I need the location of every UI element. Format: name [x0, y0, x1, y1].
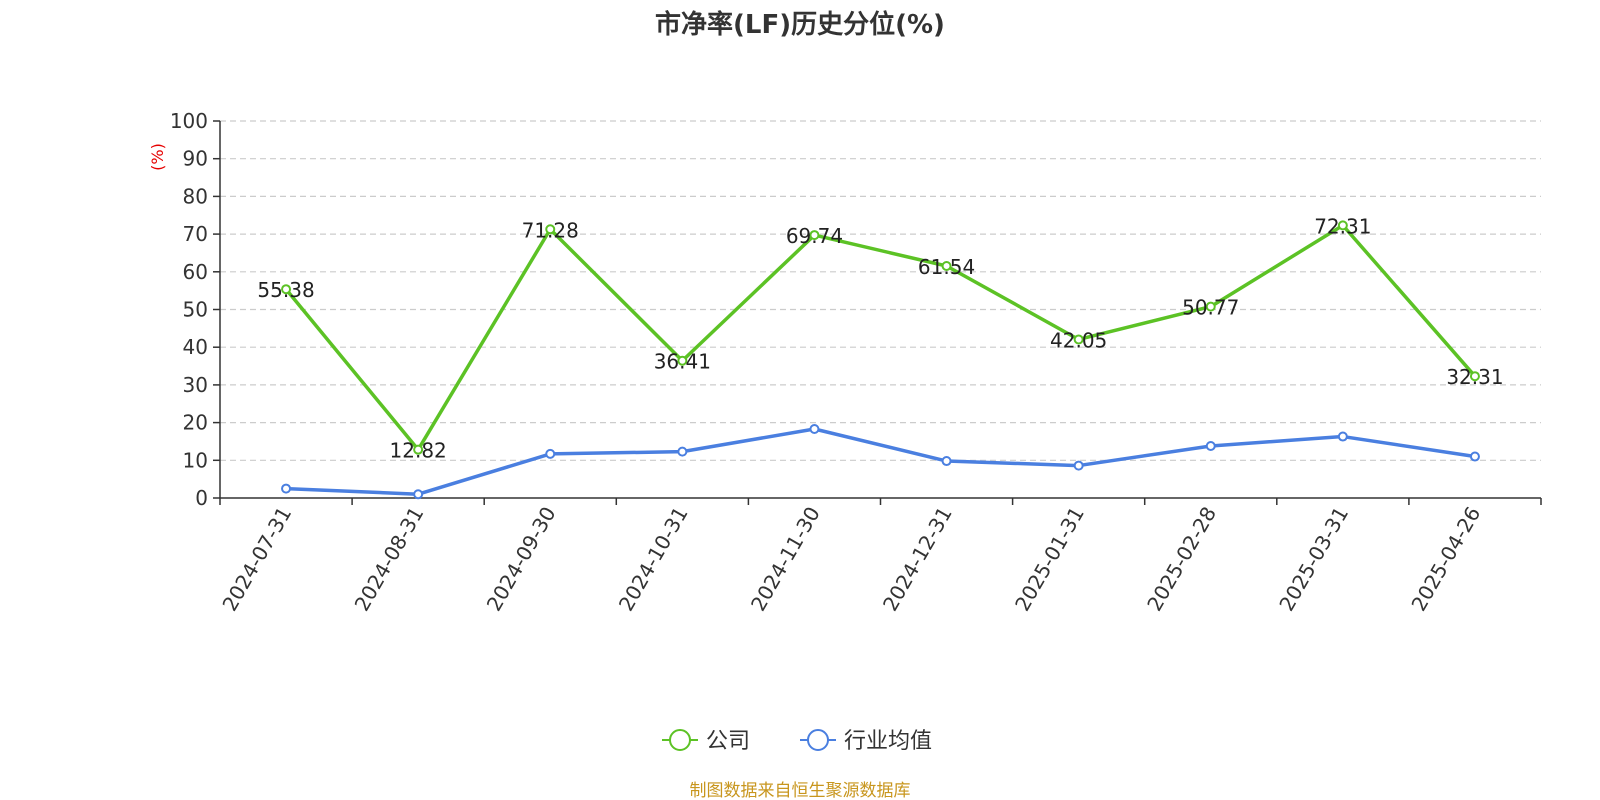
data-point[interactable] — [941, 260, 952, 271]
x-tick-label: 2024-07-31 — [217, 503, 296, 616]
x-tick-label: 2025-01-31 — [1010, 503, 1089, 616]
data-point[interactable] — [677, 446, 688, 457]
y-tick-label: 20 — [183, 411, 208, 435]
data-point[interactable] — [1205, 440, 1216, 451]
data-point[interactable] — [1073, 334, 1084, 345]
data-label: 36.41 — [654, 350, 711, 374]
x-tick-label: 2025-04-26 — [1406, 503, 1485, 616]
data-label: 42.05 — [1050, 328, 1107, 352]
data-labels: 55.38 12.82 71.28 36.41 69.74 61.54 42.05 50.77… — [257, 214, 1503, 462]
x-tick-label: 2024-11-30 — [746, 503, 825, 616]
data-point[interactable] — [545, 224, 556, 235]
data-point[interactable] — [545, 448, 556, 459]
data-point[interactable] — [413, 444, 424, 455]
y-tick-label: 100 — [170, 109, 208, 133]
y-tick-label: 10 — [183, 448, 208, 472]
x-tick-label: 2024-12-31 — [878, 503, 957, 616]
data-point[interactable] — [677, 355, 688, 366]
source-note: 制图数据来自恒生聚源数据库 — [690, 781, 911, 800]
y-tick-label: 30 — [183, 373, 208, 397]
legend-circle-icon — [807, 729, 829, 751]
legend-item-1[interactable]: 行业均值 — [800, 729, 932, 754]
data-label: 50.77 — [1182, 296, 1239, 320]
data-point[interactable] — [281, 483, 292, 494]
data-label: 61.54 — [918, 255, 975, 279]
legend-circle-icon — [669, 729, 691, 751]
series-line — [285, 427, 1476, 496]
data-point[interactable] — [413, 489, 424, 500]
data-point[interactable] — [1337, 220, 1348, 231]
data-point[interactable] — [1337, 431, 1348, 442]
y-tick-label: 80 — [183, 184, 208, 208]
series-0 — [281, 220, 1480, 455]
data-point[interactable] — [1073, 460, 1084, 471]
data-point[interactable] — [1469, 371, 1480, 382]
y-axis-unit-label: (%) — [148, 143, 167, 171]
y-tick-label: 60 — [183, 260, 208, 284]
y-tick-label: 90 — [183, 147, 208, 171]
grid-lines — [220, 120, 1541, 461]
legend[interactable]: 公司 行业均值 — [662, 729, 932, 754]
y-tick-label: 70 — [183, 222, 208, 246]
y-tick-label: 50 — [183, 298, 208, 322]
data-point[interactable] — [809, 230, 820, 241]
data-point[interactable] — [1205, 301, 1216, 312]
data-label: 71.28 — [522, 218, 579, 242]
x-tick-label: 2024-09-30 — [482, 503, 561, 616]
y-tick-label: 40 — [183, 335, 208, 359]
legend-item-0[interactable]: 公司 — [662, 729, 750, 754]
data-label: 55.38 — [257, 278, 314, 302]
chart-title: 市净率(LF)历史分位(%) — [655, 9, 945, 40]
data-label: 12.82 — [390, 439, 447, 463]
data-point[interactable] — [941, 456, 952, 467]
y-tick-label: 0 — [195, 486, 208, 510]
x-tick-label: 2025-02-28 — [1142, 503, 1221, 616]
data-label: 72.31 — [1314, 214, 1371, 238]
x-tick-label: 2025-03-31 — [1274, 503, 1353, 616]
data-label: 32.31 — [1446, 365, 1503, 389]
data-point[interactable] — [1469, 451, 1480, 462]
series-line — [284, 223, 1477, 452]
series-group — [281, 220, 1480, 500]
series-1 — [281, 424, 1480, 500]
data-point[interactable] — [281, 284, 292, 295]
x-tick-label: 2024-10-31 — [614, 503, 693, 616]
data-label: 69.74 — [786, 224, 843, 248]
axes: 0 10 20 30 40 50 60 70 80 90 100 2024-07-31 2024-08-… — [170, 109, 1542, 616]
x-tick-label: 2024-08-31 — [350, 503, 429, 616]
legend-label: 公司 — [706, 729, 750, 754]
legend-label: 行业均值 — [844, 729, 932, 754]
data-point[interactable] — [809, 424, 820, 435]
